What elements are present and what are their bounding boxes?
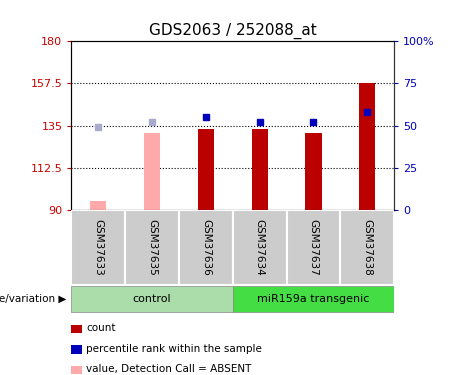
Bar xyxy=(252,129,268,210)
Text: percentile rank within the sample: percentile rank within the sample xyxy=(86,344,262,354)
Bar xyxy=(71,210,125,285)
Text: control: control xyxy=(133,294,171,304)
Text: count: count xyxy=(86,323,116,333)
Text: miR159a transgenic: miR159a transgenic xyxy=(257,294,370,304)
Bar xyxy=(233,210,287,285)
Text: GSM37636: GSM37636 xyxy=(201,219,211,276)
Bar xyxy=(179,210,233,285)
Bar xyxy=(287,210,340,285)
Bar xyxy=(359,84,375,210)
Text: value, Detection Call = ABSENT: value, Detection Call = ABSENT xyxy=(86,364,252,374)
Bar xyxy=(340,210,394,285)
Bar xyxy=(233,286,394,312)
Bar xyxy=(125,210,179,285)
Text: GSM37633: GSM37633 xyxy=(93,219,103,276)
Bar xyxy=(90,201,106,210)
Bar xyxy=(198,129,214,210)
Bar xyxy=(71,286,233,312)
Text: GSM37637: GSM37637 xyxy=(308,219,319,276)
Text: GSM37634: GSM37634 xyxy=(254,219,265,276)
Bar xyxy=(144,133,160,210)
Title: GDS2063 / 252088_at: GDS2063 / 252088_at xyxy=(149,22,317,39)
Bar xyxy=(305,133,321,210)
Text: GSM37635: GSM37635 xyxy=(147,219,157,276)
Text: GSM37638: GSM37638 xyxy=(362,219,372,276)
Text: genotype/variation ▶: genotype/variation ▶ xyxy=(0,294,67,304)
